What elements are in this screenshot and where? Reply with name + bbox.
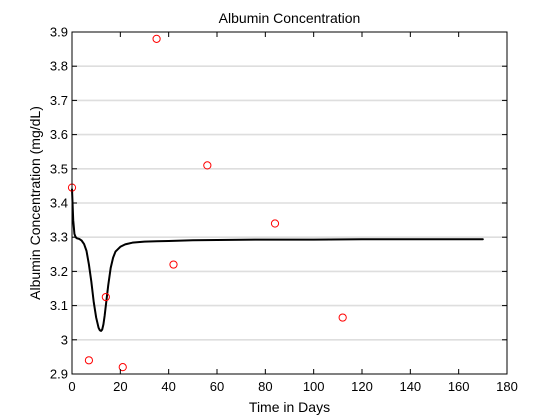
y-tick-label: 3.1 [50,298,68,313]
observed-data-point [101,292,110,302]
y-tick-label: 2.9 [50,367,68,382]
y-tick-label: 3.8 [50,59,68,74]
x-axis-label: Time in Days [249,399,330,415]
tick-layer: 2.9 3 3.1 3.2 3.3 3.4 3.5 3.6 3.7 3.8 3.9 0 20 40 60 80… [50,25,518,395]
observed-data-point [338,313,347,322]
y-tick-label: 3.7 [50,93,68,108]
x-tick-label: 0 [68,379,75,394]
observed-data-point [203,161,212,170]
y-tick-label: 3.2 [50,264,68,279]
x-tick-label: 80 [258,379,272,394]
x-tick-label: 120 [351,379,373,394]
x-tick-label: 40 [161,379,175,394]
model-curve-line [71,188,484,332]
observed-data-point [152,34,161,43]
observed-data-point [270,219,280,228]
y-axis-label: Albumin Concentration (mg/dL) [27,106,43,300]
y-tick-label: 3 [61,332,68,347]
y-tick-label: 3.3 [50,230,68,245]
grid-layer [72,65,507,341]
y-tick-label: 3.5 [50,161,68,176]
observed-data-point [118,363,127,372]
y-tick-label: 3.9 [50,25,68,40]
x-tick-label: 60 [210,379,224,394]
chart-title: Albumin Concentration [219,10,361,26]
x-tick-label: 100 [303,379,325,394]
y-tick-label: 3.6 [50,127,68,142]
observed-data-point [84,356,94,365]
x-tick-label: 140 [399,379,421,394]
observed-data-point [169,260,178,269]
x-tick-label: 180 [496,379,518,394]
y-tick-label: 3.4 [50,196,68,211]
x-tick-label: 160 [448,379,470,394]
x-tick-label: 20 [113,379,127,394]
